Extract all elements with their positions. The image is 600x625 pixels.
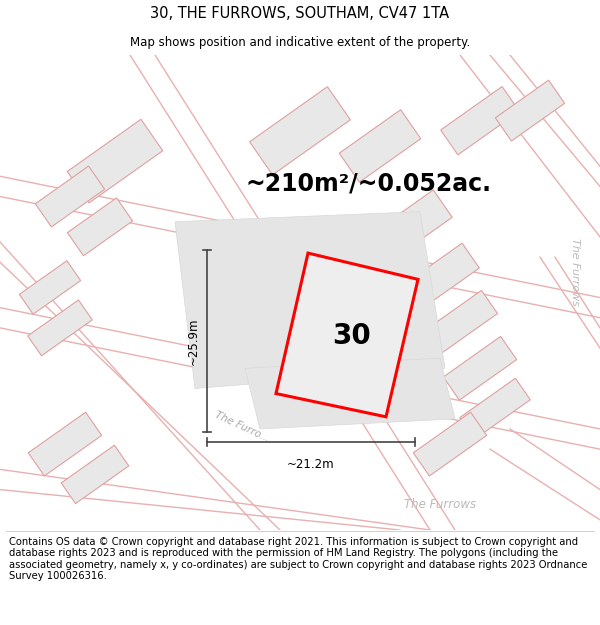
Polygon shape: [28, 300, 92, 356]
Polygon shape: [413, 412, 487, 476]
Text: ~21.2m: ~21.2m: [287, 458, 335, 471]
Text: ~210m²/~0.052ac.: ~210m²/~0.052ac.: [245, 171, 491, 196]
Text: 30: 30: [332, 322, 371, 350]
Polygon shape: [339, 110, 421, 182]
Polygon shape: [35, 166, 104, 227]
Polygon shape: [175, 212, 445, 389]
Polygon shape: [422, 291, 497, 355]
Text: The Furrows: The Furrows: [404, 498, 476, 511]
Polygon shape: [496, 80, 565, 141]
Text: Contains OS data © Crown copyright and database right 2021. This information is : Contains OS data © Crown copyright and d…: [9, 537, 587, 581]
Polygon shape: [440, 86, 520, 155]
Polygon shape: [368, 190, 452, 264]
Text: ~25.9m: ~25.9m: [187, 318, 199, 365]
Text: The Furrows: The Furrows: [570, 238, 580, 306]
Text: 30, THE FURROWS, SOUTHAM, CV47 1TA: 30, THE FURROWS, SOUTHAM, CV47 1TA: [151, 6, 449, 21]
Polygon shape: [19, 261, 80, 314]
Polygon shape: [61, 445, 129, 504]
Polygon shape: [67, 119, 163, 203]
Text: The Furro...: The Furro...: [213, 410, 271, 444]
Polygon shape: [276, 253, 418, 417]
Polygon shape: [245, 358, 455, 429]
Polygon shape: [250, 87, 350, 175]
Polygon shape: [460, 378, 530, 439]
Text: Map shows position and indicative extent of the property.: Map shows position and indicative extent…: [130, 36, 470, 49]
Polygon shape: [401, 243, 479, 311]
Polygon shape: [28, 412, 102, 476]
Polygon shape: [67, 198, 133, 256]
Polygon shape: [443, 336, 517, 400]
